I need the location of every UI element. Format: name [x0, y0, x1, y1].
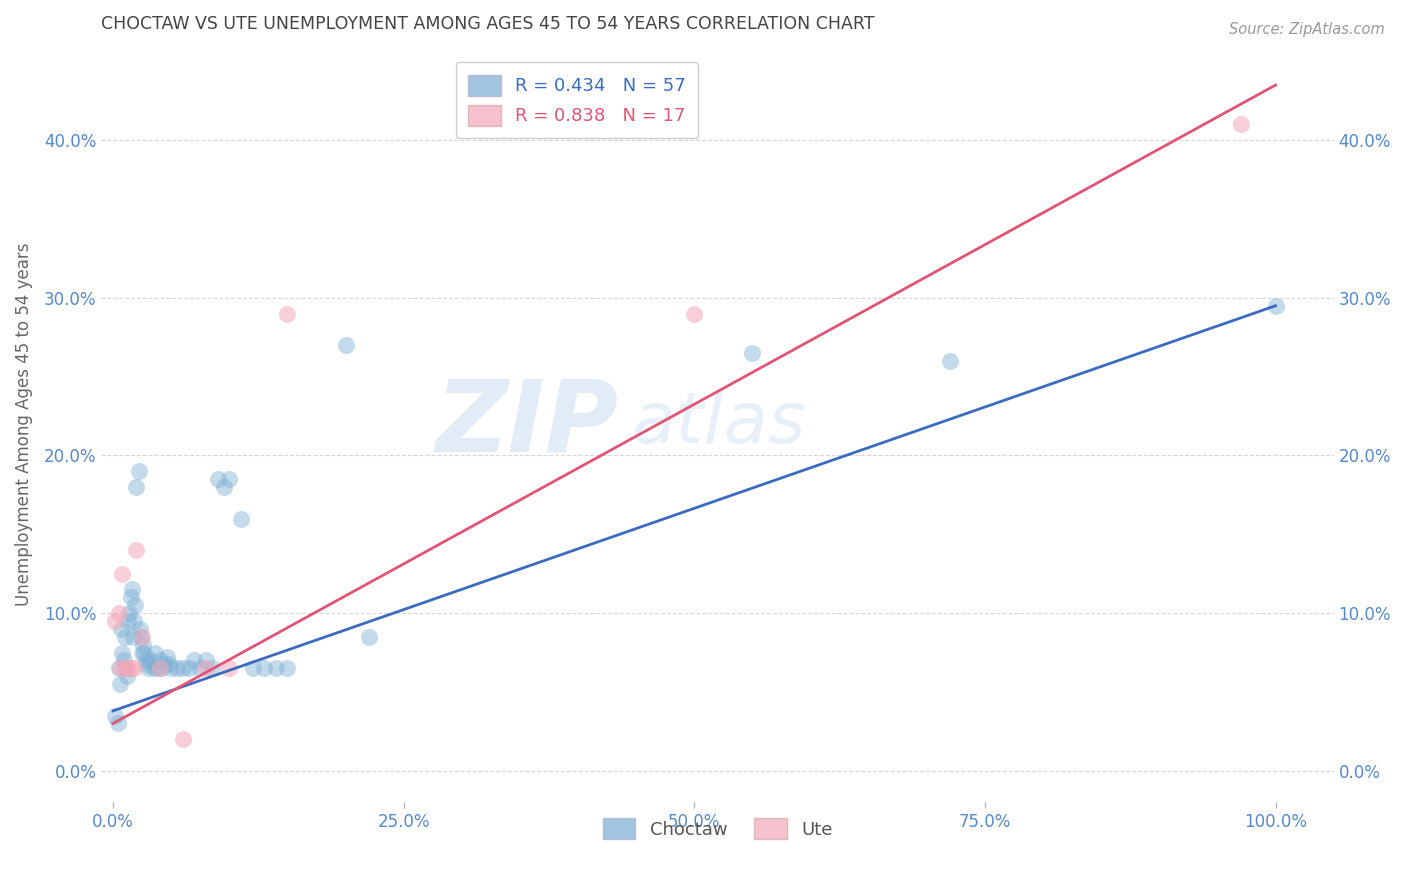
Point: [188, 661, 211, 675]
Point: [160, 661, 183, 675]
Text: Source: ZipAtlas.com: Source: ZipAtlas.com: [1229, 22, 1385, 37]
Point: [122, 661, 145, 675]
Point: [129, 630, 152, 644]
Point: [110, 622, 132, 636]
Point: [157, 657, 180, 671]
Point: [264, 661, 287, 675]
Point: [177, 661, 200, 675]
Point: [120, 591, 142, 605]
Y-axis label: Unemployment Among Ages 45 to 54 years: Unemployment Among Ages 45 to 54 years: [15, 243, 32, 606]
Point: [242, 661, 264, 675]
Point: [115, 661, 138, 675]
Point: [150, 661, 173, 675]
Point: [131, 646, 153, 660]
Point: [104, 708, 127, 723]
Point: [125, 480, 148, 494]
Point: [149, 653, 172, 667]
Point: [155, 650, 177, 665]
Text: ZIP: ZIP: [436, 376, 619, 473]
Point: [117, 614, 139, 628]
Point: [118, 606, 141, 620]
Point: [121, 630, 143, 644]
Point: [276, 661, 298, 675]
Point: [229, 511, 252, 525]
Point: [136, 661, 159, 675]
Text: atlas: atlas: [631, 390, 806, 458]
Point: [128, 622, 150, 636]
Point: [939, 354, 962, 368]
Point: [357, 630, 380, 644]
Point: [172, 732, 194, 747]
Point: [125, 543, 148, 558]
Point: [276, 307, 298, 321]
Point: [142, 661, 165, 675]
Point: [741, 346, 763, 360]
Point: [124, 599, 146, 613]
Point: [115, 669, 138, 683]
Point: [1264, 299, 1286, 313]
Point: [153, 657, 176, 671]
Point: [253, 661, 276, 675]
Point: [683, 307, 706, 321]
Point: [134, 646, 156, 660]
Point: [120, 661, 142, 675]
Point: [131, 630, 153, 644]
Point: [112, 653, 135, 667]
Point: [146, 661, 169, 675]
Point: [201, 661, 224, 675]
Point: [115, 661, 138, 675]
Point: [122, 614, 145, 628]
Point: [143, 646, 166, 660]
Point: [1229, 118, 1251, 132]
Point: [108, 661, 131, 675]
Point: [108, 606, 131, 620]
Point: [135, 657, 157, 671]
Point: [104, 614, 127, 628]
Point: [114, 630, 136, 644]
Point: [166, 661, 188, 675]
Point: [335, 338, 357, 352]
Point: [218, 472, 240, 486]
Point: [107, 716, 129, 731]
Point: [172, 661, 194, 675]
Point: [149, 661, 172, 675]
Point: [128, 464, 150, 478]
Point: [135, 653, 157, 667]
Legend: Choctaw, Ute: Choctaw, Ute: [595, 811, 839, 847]
Point: [132, 638, 155, 652]
Point: [139, 653, 162, 667]
Point: [207, 472, 229, 486]
Point: [111, 646, 134, 660]
Point: [183, 653, 205, 667]
Point: [218, 661, 240, 675]
Point: [195, 653, 218, 667]
Point: [111, 566, 134, 581]
Point: [108, 677, 131, 691]
Point: [114, 661, 136, 675]
Point: [108, 661, 131, 675]
Point: [121, 582, 143, 597]
Text: CHOCTAW VS UTE UNEMPLOYMENT AMONG AGES 45 TO 54 YEARS CORRELATION CHART: CHOCTAW VS UTE UNEMPLOYMENT AMONG AGES 4…: [101, 15, 875, 33]
Point: [212, 480, 235, 494]
Point: [195, 661, 218, 675]
